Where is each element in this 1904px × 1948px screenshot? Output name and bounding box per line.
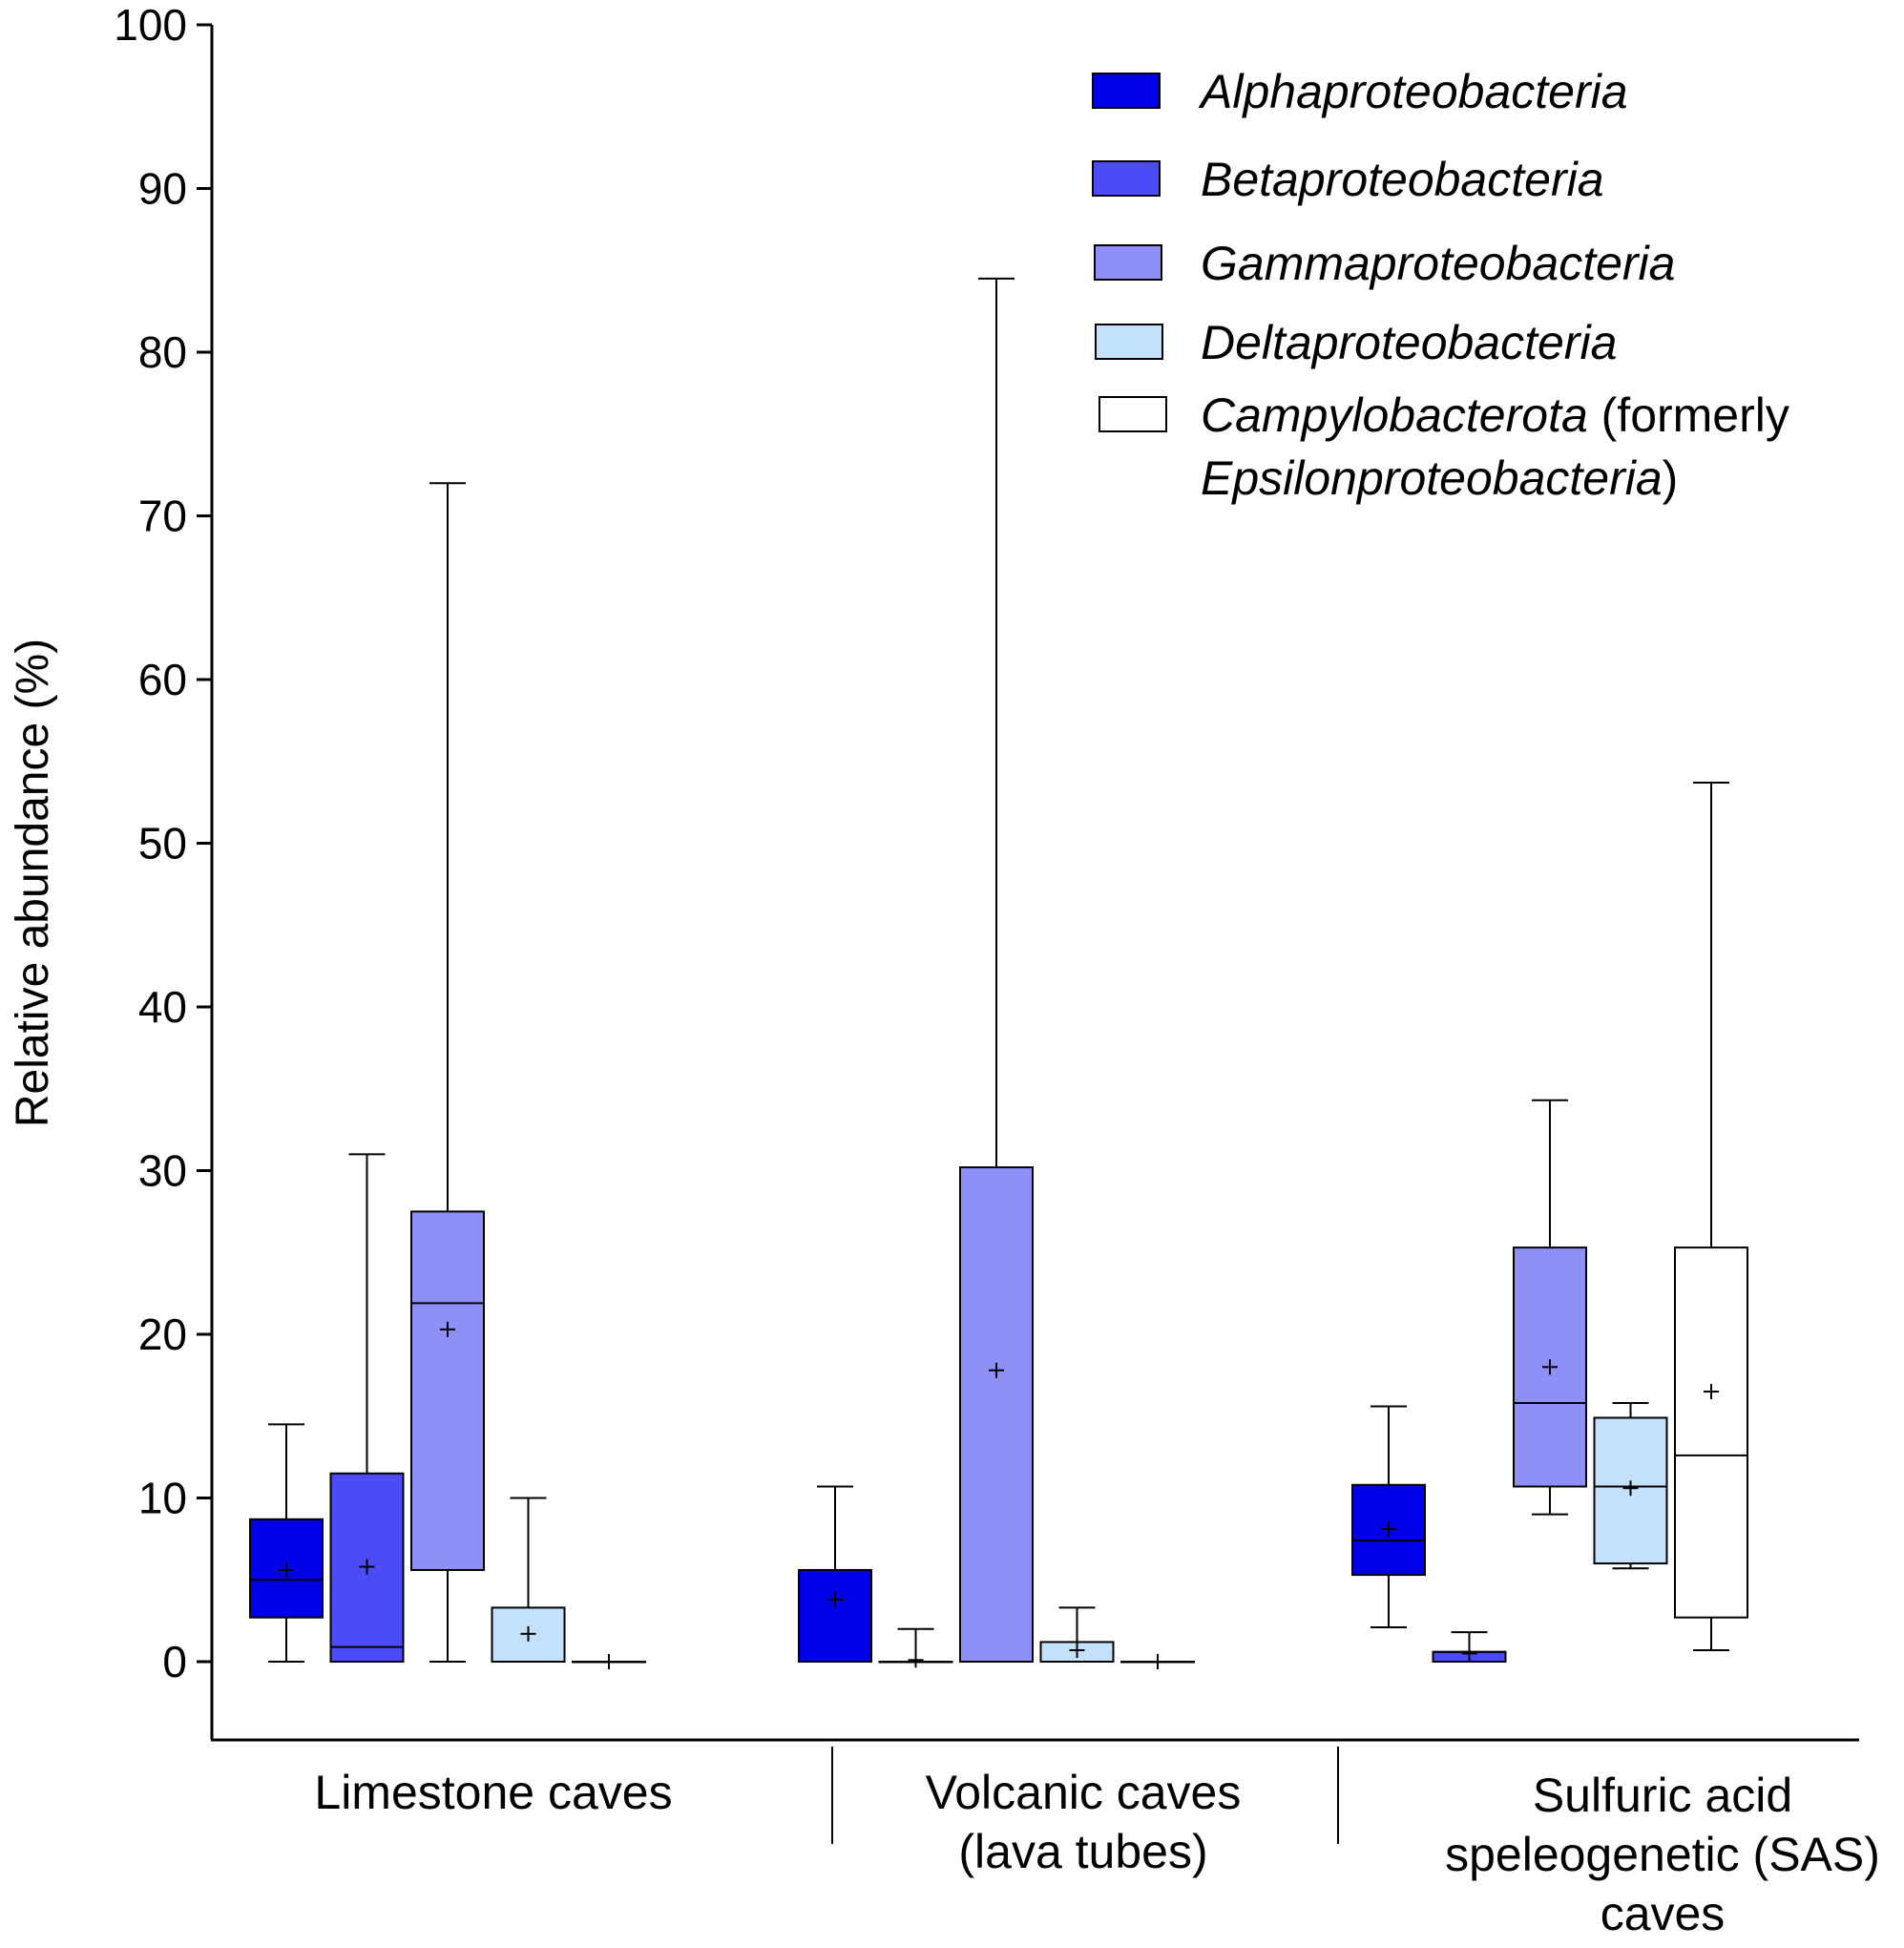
box-iqr	[959, 1166, 1034, 1663]
y-tick-label: 10	[138, 1474, 187, 1523]
y-tick-label: 0	[162, 1637, 187, 1686]
box-deltaproteobacteria	[491, 1497, 566, 1664]
y-ticks: 0 10 20 30 40 50 60 70 80 90 100	[114, 0, 212, 1686]
box-campylobacterota	[1674, 782, 1748, 1651]
category-label: Sulfuric acid	[1533, 1769, 1792, 1822]
boxes	[249, 277, 1748, 1669]
box-deltaproteobacteria	[1593, 1402, 1668, 1570]
legend-label: Gammaproteobacteria	[1201, 237, 1675, 290]
category-label: speleogenetic (SAS)	[1445, 1828, 1880, 1881]
box-iqr	[1674, 1246, 1748, 1619]
category-label: (lava tubes)	[958, 1825, 1207, 1878]
y-tick-label: 40	[138, 982, 187, 1032]
legend-swatch	[1094, 244, 1162, 281]
legend-label: Campylobacterota (formerly	[1201, 388, 1789, 442]
box-betaproteobacteria	[1432, 1631, 1507, 1663]
y-tick-label: 80	[138, 327, 187, 377]
axes	[210, 25, 1859, 1844]
box-betaproteobacteria	[329, 1153, 405, 1664]
y-tick-label: 20	[138, 1309, 187, 1359]
legend-label: Deltaproteobacteria	[1201, 316, 1617, 369]
box-iqr	[1593, 1416, 1668, 1565]
y-tick-label: 60	[138, 655, 187, 704]
category-label: caves	[1601, 1887, 1726, 1940]
box-campylobacterota	[1120, 1654, 1195, 1669]
category-label: Limestone caves	[314, 1766, 672, 1819]
legend-label: Betaproteobacteria	[1201, 153, 1604, 206]
category-labels: Limestone caves Volcanic caves (lava tubes…	[314, 1766, 1880, 1940]
category-label: Volcanic caves	[926, 1766, 1242, 1819]
box-iqr	[410, 1210, 485, 1571]
box-campylobacterota	[572, 1654, 646, 1669]
box-deltaproteobacteria	[1039, 1606, 1115, 1664]
legend-label: Epsilonproteobacteria)	[1201, 451, 1678, 505]
legend-swatch	[1098, 396, 1167, 432]
box-gammaproteobacteria	[410, 482, 485, 1663]
y-tick-label: 50	[138, 819, 187, 869]
y-tick-label: 70	[138, 492, 187, 541]
legend-swatch	[1095, 324, 1163, 360]
box-gammaproteobacteria	[1513, 1099, 1587, 1516]
legend: Alphaproteobacteria Betaproteobacteria Gam…	[1092, 65, 1789, 505]
box-gammaproteobacteria	[959, 277, 1034, 1663]
box-alphaproteobacteria	[798, 1485, 872, 1663]
y-tick-label: 90	[138, 164, 187, 214]
legend-swatch	[1092, 73, 1161, 109]
legend-swatch	[1092, 160, 1161, 197]
y-tick-label: 30	[138, 1146, 187, 1196]
legend-label: Alphaproteobacteria	[1198, 65, 1628, 118]
box-betaproteobacteria	[878, 1627, 953, 1668]
y-axis-title: Relative abundance (%)	[8, 639, 58, 1127]
box-alphaproteobacteria	[249, 1423, 324, 1663]
box-alphaproteobacteria	[1351, 1405, 1426, 1628]
box-iqr	[798, 1568, 872, 1663]
y-tick-label: 100	[114, 0, 187, 50]
